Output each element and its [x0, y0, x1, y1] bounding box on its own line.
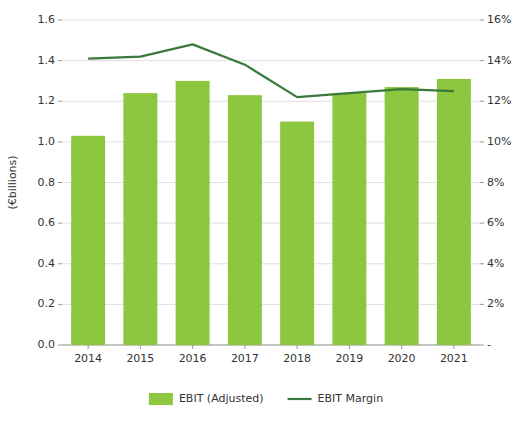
y2-tick	[480, 263, 484, 264]
y-tick	[58, 304, 62, 305]
y-tick-label: 0.0	[38, 338, 56, 351]
y-tick	[58, 20, 62, 21]
y-tick-label: 0.4	[38, 257, 56, 270]
bar	[228, 95, 262, 345]
x-tick	[297, 345, 298, 349]
y2-tick-label: 2%	[487, 297, 504, 310]
y-tick	[58, 141, 62, 142]
y2-tick	[480, 141, 484, 142]
line	[88, 44, 454, 97]
y2-tick-label: 12%	[487, 94, 511, 107]
grid-line	[62, 20, 480, 21]
y2-tick-label: -	[487, 338, 491, 351]
y2-tick	[480, 182, 484, 183]
y-tick-label: 1.6	[38, 13, 56, 26]
chart-container: 0.0 0.2 0.4 0.6 0.8 1.0 1.2 1.4 1.6 - 2% 4% 6% 8% 10% 1…	[0, 0, 532, 421]
y2-tick-label: 14%	[487, 54, 511, 67]
x-tick	[192, 345, 193, 349]
x-tick	[349, 345, 350, 349]
bar	[437, 79, 471, 345]
bar	[123, 93, 157, 345]
x-tick	[244, 345, 245, 349]
grid-line	[62, 60, 480, 61]
legend-label: EBIT Margin	[318, 392, 384, 405]
y-tick-label: 1.0	[38, 135, 56, 148]
x-tick-label: 2017	[231, 352, 259, 365]
legend-item: EBIT (Adjusted)	[149, 392, 264, 405]
y-tick-label: 0.8	[38, 176, 56, 189]
y-tick	[58, 60, 62, 61]
y-tick	[58, 182, 62, 183]
y-axis-label: (€billions)	[6, 155, 19, 209]
bar	[385, 87, 419, 345]
y-tick-label: 0.2	[38, 297, 56, 310]
x-tick-label: 2014	[74, 352, 102, 365]
y-tick-label: 1.4	[38, 54, 56, 67]
x-tick	[88, 345, 89, 349]
y2-tick	[480, 223, 484, 224]
legend: EBIT (Adjusted) EBIT Margin	[149, 392, 383, 405]
bar	[280, 122, 314, 345]
y2-tick	[480, 20, 484, 21]
y2-tick-label: 8%	[487, 176, 504, 189]
legend-item: EBIT Margin	[288, 392, 384, 405]
legend-label: EBIT (Adjusted)	[179, 392, 264, 405]
y-tick-label: 0.6	[38, 216, 56, 229]
chart: 0.0 0.2 0.4 0.6 0.8 1.0 1.2 1.4 1.6 - 2% 4% 6% 8% 10% 1…	[0, 0, 532, 421]
legend-swatch	[149, 393, 173, 405]
x-tick-label: 2015	[126, 352, 154, 365]
y2-tick	[480, 345, 484, 346]
y2-tick	[480, 304, 484, 305]
x-tick	[401, 345, 402, 349]
y2-tick-label: 10%	[487, 135, 511, 148]
y2-tick	[480, 60, 484, 61]
bar	[176, 81, 210, 345]
legend-swatch	[288, 398, 312, 400]
x-tick	[453, 345, 454, 349]
x-tick	[140, 345, 141, 349]
x-tick-label: 2018	[283, 352, 311, 365]
x-tick-label: 2016	[179, 352, 207, 365]
bar	[332, 93, 366, 345]
x-tick-label: 2021	[440, 352, 468, 365]
axes: 0.0 0.2 0.4 0.6 0.8 1.0 1.2 1.4 1.6 - 2% 4% 6% 8% 10% 1…	[38, 13, 512, 365]
y-tick	[58, 223, 62, 224]
x-tick-label: 2020	[388, 352, 416, 365]
bar	[71, 136, 105, 345]
y-tick	[58, 345, 62, 346]
y2-tick-label: 6%	[487, 216, 504, 229]
y2-tick-label: 16%	[487, 13, 511, 26]
y2-tick	[480, 101, 484, 102]
x-tick-label: 2019	[335, 352, 363, 365]
y-tick-label: 1.2	[38, 94, 56, 107]
y-tick	[58, 263, 62, 264]
y-tick	[58, 101, 62, 102]
marks	[71, 44, 471, 345]
y2-tick-label: 4%	[487, 257, 504, 270]
